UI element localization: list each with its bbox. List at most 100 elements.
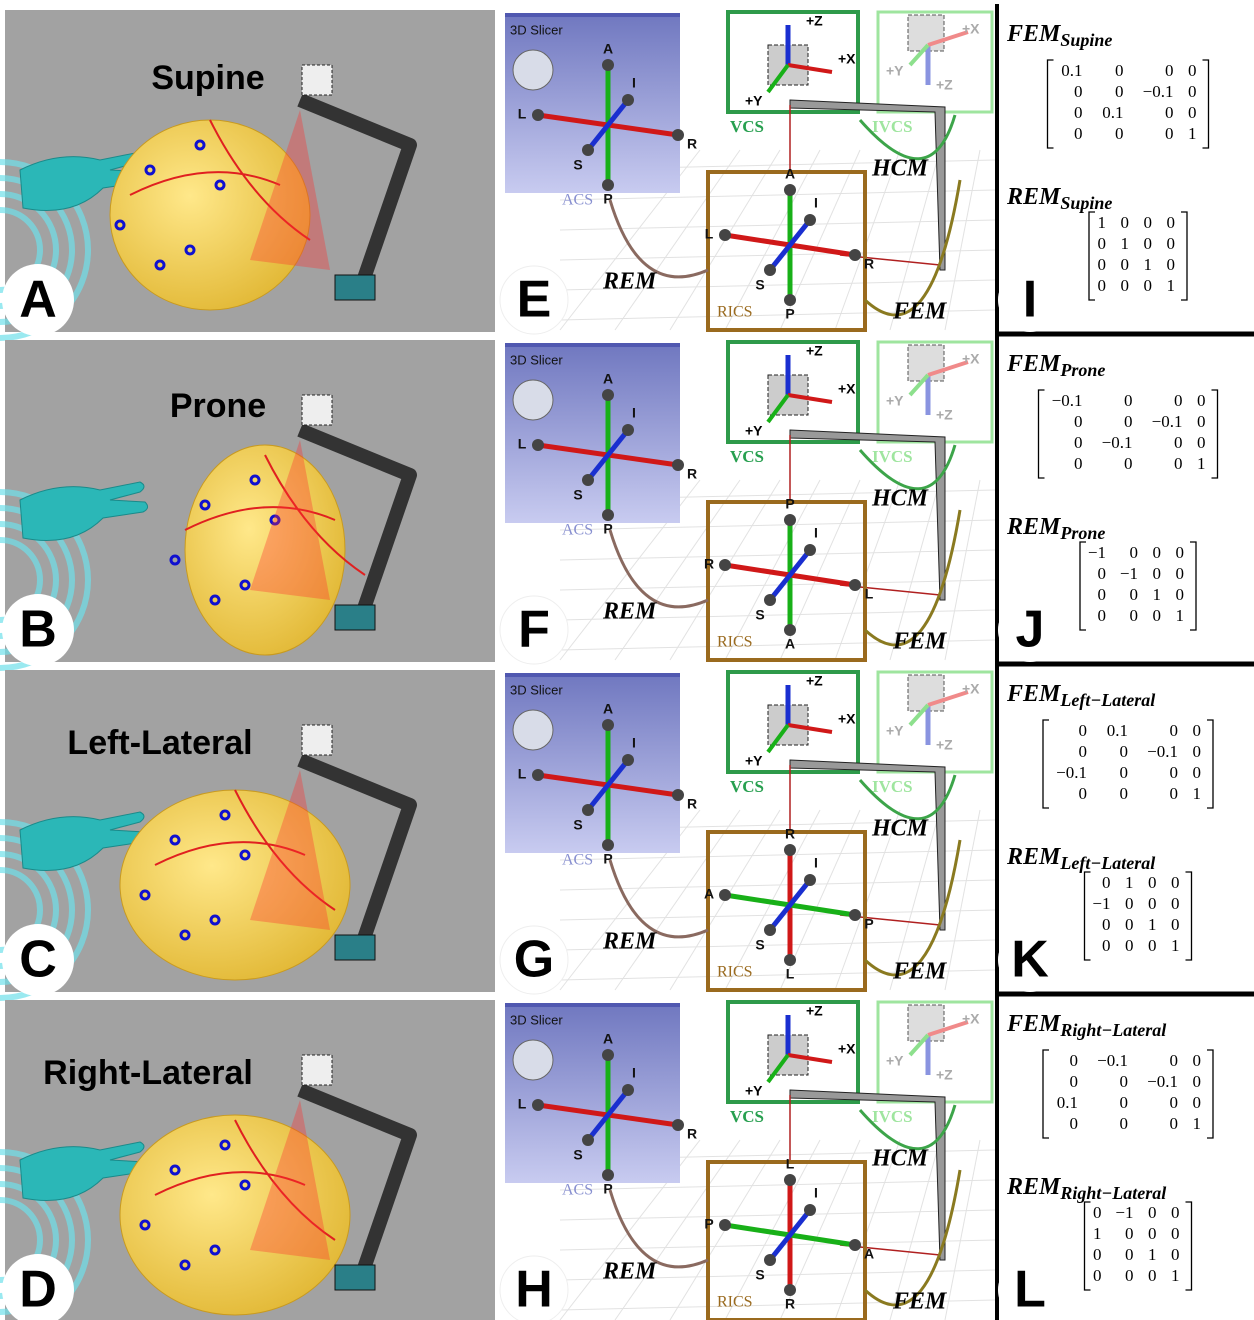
axis-label: A	[785, 166, 795, 182]
matrix-entry: 0	[1120, 742, 1129, 761]
axis-knob	[672, 1119, 684, 1131]
axis-knob	[784, 1284, 796, 1296]
matrix-entry: 1	[1176, 606, 1185, 625]
matrix-entry: 0	[1148, 1224, 1157, 1243]
slicer-view	[505, 1005, 680, 1183]
matrix-entry: 0	[1093, 1245, 1102, 1264]
axis-knob	[719, 229, 731, 241]
matrix-entry: 1	[1153, 585, 1162, 604]
tracker-base	[335, 1265, 375, 1290]
position-label: Left-Lateral	[67, 724, 252, 762]
axis-label: A	[603, 371, 613, 387]
axis-knob	[532, 769, 544, 781]
axis-knob	[602, 509, 614, 521]
matrix-entry: 0	[1098, 276, 1107, 295]
matrix-entry: 1	[1193, 1114, 1202, 1133]
matrix-entry: 0	[1170, 784, 1179, 803]
tracker-plate	[790, 430, 945, 600]
matrix-entry: 0	[1098, 255, 1107, 274]
axis-label: S	[755, 937, 764, 953]
matrix-entry: 0	[1093, 1266, 1102, 1285]
matrix-subscript: Right−Lateral	[1059, 1183, 1166, 1203]
matrix-title: FEMSupine	[1006, 21, 1112, 51]
axis-knob	[602, 719, 614, 731]
axis-label: +X	[838, 51, 856, 67]
axis-label: +X	[838, 711, 856, 727]
matrix-entry: 1	[1148, 915, 1157, 934]
rem-arrow	[610, 200, 708, 277]
axis-knob	[784, 624, 796, 636]
matrix-entry: 0	[1148, 1266, 1157, 1285]
panel-letter: J	[1016, 601, 1045, 659]
axis-label: +Y	[745, 1083, 763, 1099]
axis-label: S	[755, 1267, 764, 1283]
matrix-entry: 0	[1130, 606, 1139, 625]
axis-label: S	[573, 157, 582, 173]
axis-label: I	[632, 735, 636, 751]
matrix-name: REM	[1006, 184, 1062, 210]
matrix-subscript: Right−Lateral	[1059, 1020, 1166, 1040]
rics-label: RICS	[717, 304, 753, 321]
tracker-plate	[790, 760, 945, 930]
axis-label: L	[518, 106, 527, 122]
axis-knob	[622, 424, 634, 436]
axis-knob	[672, 459, 684, 471]
matrix-subscript: Left−Lateral	[1059, 853, 1155, 873]
axis-label: +Y	[745, 423, 763, 439]
axis-label: P	[704, 1216, 713, 1232]
axis-label: I	[814, 855, 818, 871]
axis-knob	[532, 1099, 544, 1111]
matrix-title: REMProne	[1006, 514, 1105, 544]
acs-label: ACS	[562, 522, 593, 539]
matrix-entry: 0	[1070, 1072, 1079, 1091]
matrix-entry: 0	[1098, 585, 1107, 604]
matrix-entry: 0	[1102, 936, 1111, 955]
matrix-entry: 0	[1171, 894, 1180, 913]
matrix-title: FEMRight−Lateral	[1006, 1011, 1166, 1041]
rem-label: REM	[602, 599, 658, 625]
slicer-logo	[513, 380, 553, 420]
matrix-entry: 0	[1193, 1093, 1202, 1112]
matrix-entry: 0	[1098, 564, 1107, 583]
floor-grid	[945, 480, 980, 660]
hcm-label: HCM	[871, 156, 930, 182]
axis-label: L	[865, 586, 874, 602]
position-label: Supine	[151, 59, 264, 97]
axis-knob	[764, 1254, 776, 1266]
axis-label: S	[573, 817, 582, 833]
matrix-entry: 0	[1125, 1245, 1134, 1264]
fem-label: FEM	[892, 299, 948, 325]
matrix-entry: 0	[1174, 391, 1183, 410]
vcs-label: VCS	[730, 1107, 764, 1126]
panel-letter: F	[518, 601, 550, 659]
row: Left-LateralC3D SlicerAPLRIS+Z+X+Y+X+Y+Z…	[0, 664, 1254, 998]
axis-label: L	[705, 226, 714, 242]
matrix-entry: 0	[1170, 1051, 1179, 1070]
matrix-entry: 0	[1171, 873, 1180, 892]
slicer-view	[505, 15, 680, 193]
axis-label: +X	[962, 1011, 980, 1027]
axis-knob	[622, 1084, 634, 1096]
matrix-entry: −0.1	[1147, 1072, 1178, 1091]
axis-knob	[602, 1049, 614, 1061]
matrix-entry: 0	[1153, 543, 1162, 562]
axis-knob	[764, 924, 776, 936]
matrix-entry: 0	[1074, 103, 1083, 122]
qr-code	[302, 65, 332, 95]
matrix-entry: 0	[1170, 1093, 1179, 1112]
matrix-entry: 0	[1171, 1245, 1180, 1264]
slicer-title: 3D Slicer	[510, 22, 563, 37]
matrix-entry: 0.1	[1061, 61, 1082, 80]
matrix-entry: 0	[1165, 103, 1174, 122]
axis-label: +X	[962, 21, 980, 37]
matrix-entry: 0	[1124, 454, 1133, 473]
axis-knob	[602, 59, 614, 71]
matrix-entry: 0	[1197, 412, 1206, 431]
matrix-entry: 0	[1074, 433, 1083, 452]
matrix-entry: 0	[1193, 1051, 1202, 1070]
matrix-title: REMSupine	[1006, 184, 1112, 214]
floor-grid	[560, 550, 995, 560]
matrix-entry: −1	[1092, 894, 1110, 913]
acs-label: ACS	[562, 192, 593, 209]
rem-arrow	[610, 860, 708, 937]
